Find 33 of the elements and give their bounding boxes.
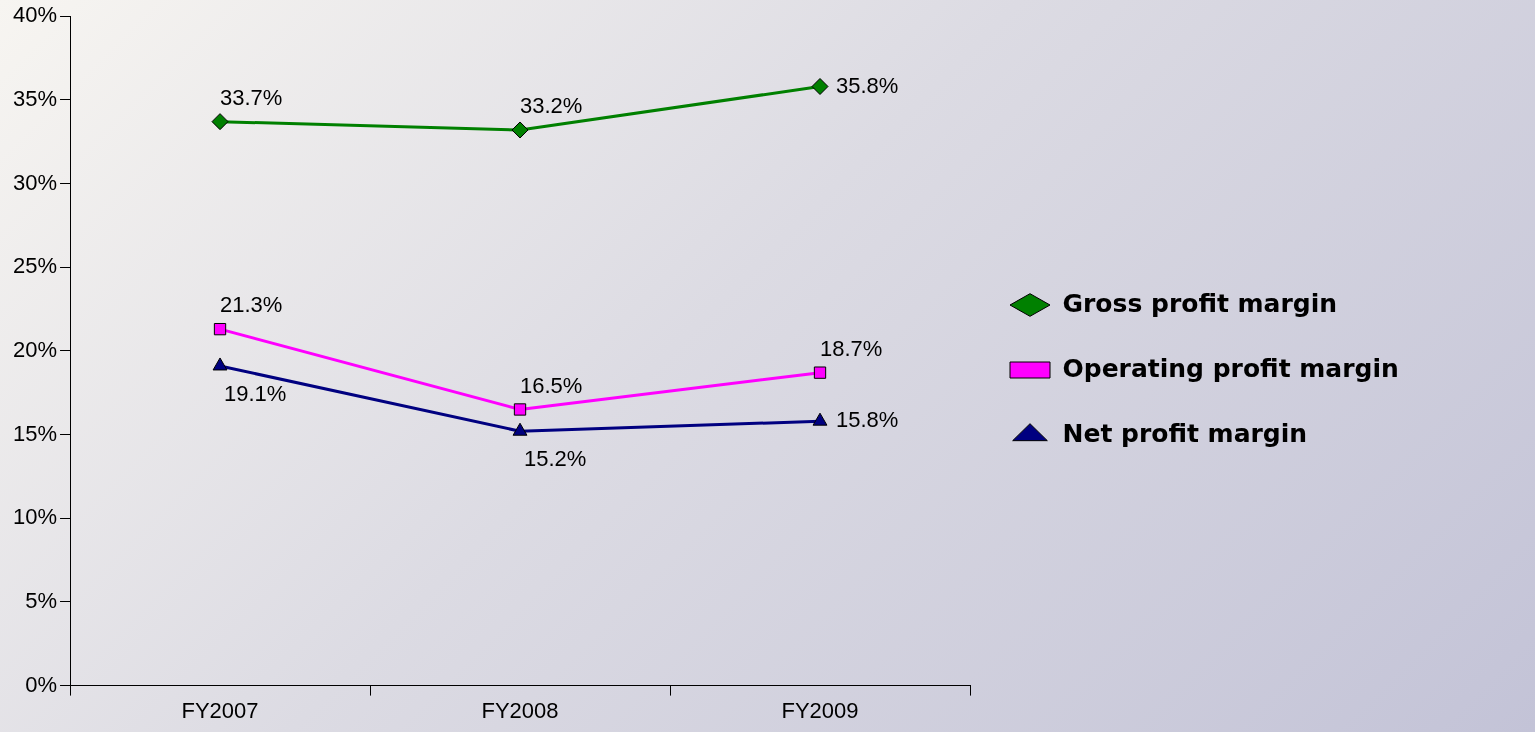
legend-label: Gross profit margin: [1062, 288, 1338, 318]
y-tick-label: 35%: [12, 85, 58, 111]
point: [511, 121, 529, 139]
data-label: 19.1%: [224, 381, 287, 407]
data-label: 21.3%: [220, 292, 283, 318]
data-label: 33.7%: [220, 84, 283, 110]
y-tick-label: 25%: [12, 253, 58, 279]
point: [512, 422, 528, 436]
point: [211, 113, 229, 131]
y-tick-label: 15%: [12, 420, 58, 446]
y-tick-label: 0%: [25, 671, 58, 697]
data-label: 15.8%: [836, 407, 899, 433]
x-tick-label: FY2008: [481, 697, 559, 723]
y-tick-label: 30%: [12, 169, 58, 195]
point: [213, 322, 227, 336]
point: [812, 412, 828, 426]
legend-label: Net profit margin: [1062, 418, 1308, 448]
x-tick-label: FY2009: [781, 697, 859, 723]
legend-label: Operating profit margin: [1062, 353, 1399, 383]
point: [813, 366, 827, 379]
point: [212, 357, 228, 371]
data-label: 18.7%: [820, 335, 883, 361]
point: [513, 403, 527, 416]
data-label: 33.2%: [520, 93, 583, 119]
data-label: 15.2%: [524, 446, 587, 472]
data-label: 16.5%: [520, 372, 583, 398]
x-tick-label: FY2007: [181, 697, 259, 723]
y-tick-label: 5%: [25, 587, 58, 613]
y-tick-label: 10%: [12, 504, 58, 530]
y-tick-label: 40%: [12, 2, 58, 28]
data-label: 35.8%: [836, 72, 899, 98]
point: [811, 77, 829, 95]
y-tick-label: 20%: [12, 336, 58, 362]
